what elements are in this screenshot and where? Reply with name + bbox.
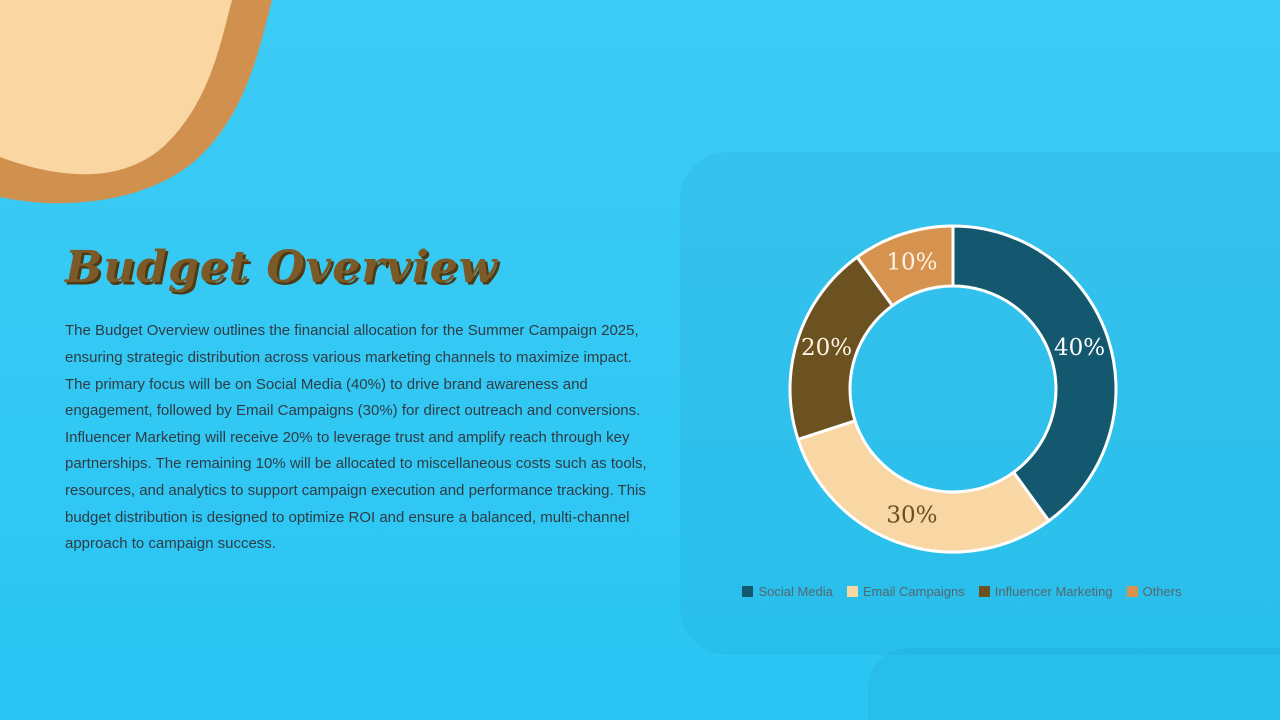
page-title: Budget Overview: [65, 242, 498, 293]
donut-label-email-campaigns: 30%: [886, 503, 937, 529]
legend-label-email-campaigns: Email Campaigns: [862, 584, 965, 599]
body-paragraph: The Budget Overview outlines the financi…: [65, 322, 647, 553]
donut-chart: 40% 30% 20% 10%: [788, 224, 1118, 554]
text-column: Budget Overview The Budget Overview outl…: [65, 242, 657, 558]
legend-swatch-email-campaigns: [846, 586, 858, 597]
legend-item-influencer-marketing: Influencer Marketing: [978, 584, 1113, 599]
legend-label-social-media: Social Media: [758, 584, 833, 599]
wave-cream-shape: [0, 0, 232, 175]
donut-slice-social-media: [951, 224, 1118, 523]
donut-label-others: 10%: [886, 250, 937, 276]
legend-label-others: Others: [1142, 584, 1182, 599]
donut-slice-others: [855, 224, 955, 308]
legend-item-social-media: Social Media: [742, 584, 833, 599]
legend-swatch-others: [1126, 586, 1138, 597]
legend-label-influencer-marketing: Influencer Marketing: [994, 584, 1113, 599]
chart-legend: Social Media Email Campaigns Influencer Ma…: [700, 584, 1224, 599]
corner-wave-decoration: [0, 0, 272, 204]
corner-panel-decoration: [868, 648, 1280, 720]
legend-item-email-campaigns: Email Campaigns: [846, 584, 965, 599]
donut-label-influencer-marketing: 20%: [801, 335, 852, 361]
donut-slice-email-campaigns: [796, 419, 1051, 554]
legend-item-others: Others: [1126, 584, 1182, 599]
donut-label-social-media: 40%: [1054, 335, 1105, 361]
legend-swatch-social-media: [742, 586, 754, 597]
legend-swatch-influencer-marketing: [978, 586, 990, 597]
